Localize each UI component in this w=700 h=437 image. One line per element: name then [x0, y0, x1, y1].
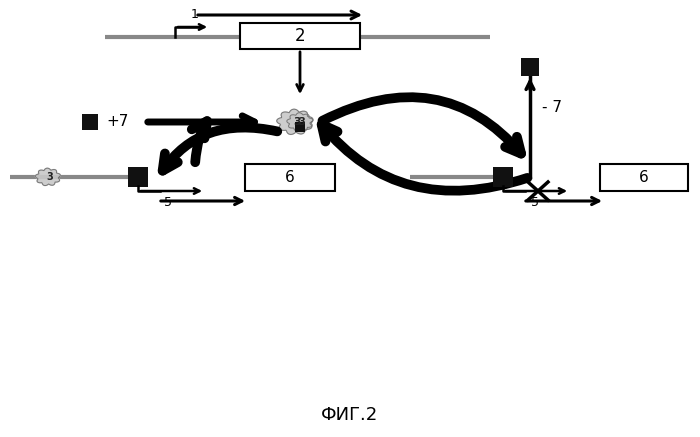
Bar [600, 164, 688, 191]
Text: 2: 2 [295, 27, 305, 45]
Bar [82, 114, 98, 130]
Bar [240, 23, 360, 49]
Polygon shape [36, 168, 60, 186]
Text: 6: 6 [285, 170, 295, 185]
Text: 5: 5 [164, 196, 172, 209]
Bar [128, 167, 148, 187]
Bar [245, 164, 335, 191]
Text: ФИГ.2: ФИГ.2 [321, 406, 379, 424]
Text: 3: 3 [293, 117, 301, 127]
Text: 6: 6 [639, 170, 649, 185]
Text: 3: 3 [47, 172, 53, 182]
Bar [521, 58, 539, 76]
Text: 1: 1 [191, 8, 199, 21]
Text: 3: 3 [299, 117, 305, 127]
Bar [295, 122, 305, 132]
Bar [493, 167, 513, 187]
Polygon shape [287, 113, 313, 131]
Polygon shape [276, 109, 313, 135]
Text: +7: +7 [106, 114, 128, 129]
Text: - 7: - 7 [542, 100, 562, 114]
Text: 5: 5 [531, 196, 539, 209]
